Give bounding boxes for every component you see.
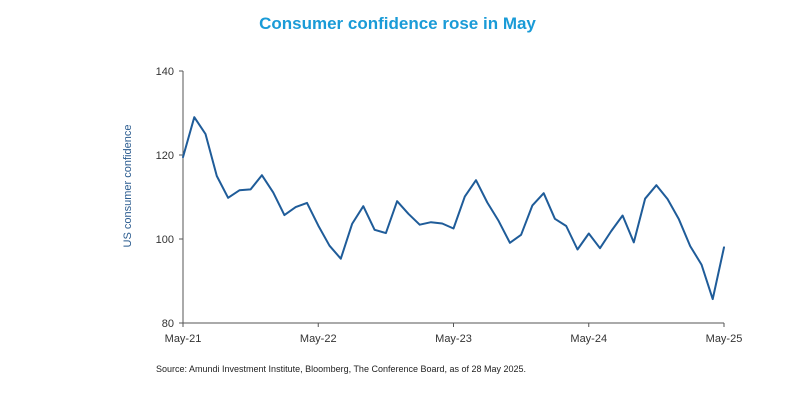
series-layer — [182, 116, 725, 301]
y-tick-label: 100 — [156, 234, 174, 246]
y-tick-label: 80 — [162, 318, 174, 330]
x-axis: May-21 May-22 May-23 May-24 May-25 — [165, 322, 743, 345]
source-note: Source: Amundi Investment Institute, Blo… — [156, 364, 527, 374]
x-tick-label: May-21 — [165, 333, 202, 345]
series-line — [182, 116, 725, 301]
y-tick-label: 140 — [156, 66, 174, 78]
y-tick-label: 120 — [156, 150, 174, 162]
x-tick-label: May-24 — [570, 333, 607, 345]
chart-title: Consumer confidence rose in May — [259, 14, 536, 33]
x-tick-label: May-25 — [706, 333, 743, 345]
y-axis-title: US consumer confidence — [122, 125, 134, 248]
x-tick-label: May-22 — [300, 333, 337, 345]
y-axis: 80 100 120 140 — [156, 66, 184, 330]
x-tick-label: May-23 — [435, 333, 472, 345]
